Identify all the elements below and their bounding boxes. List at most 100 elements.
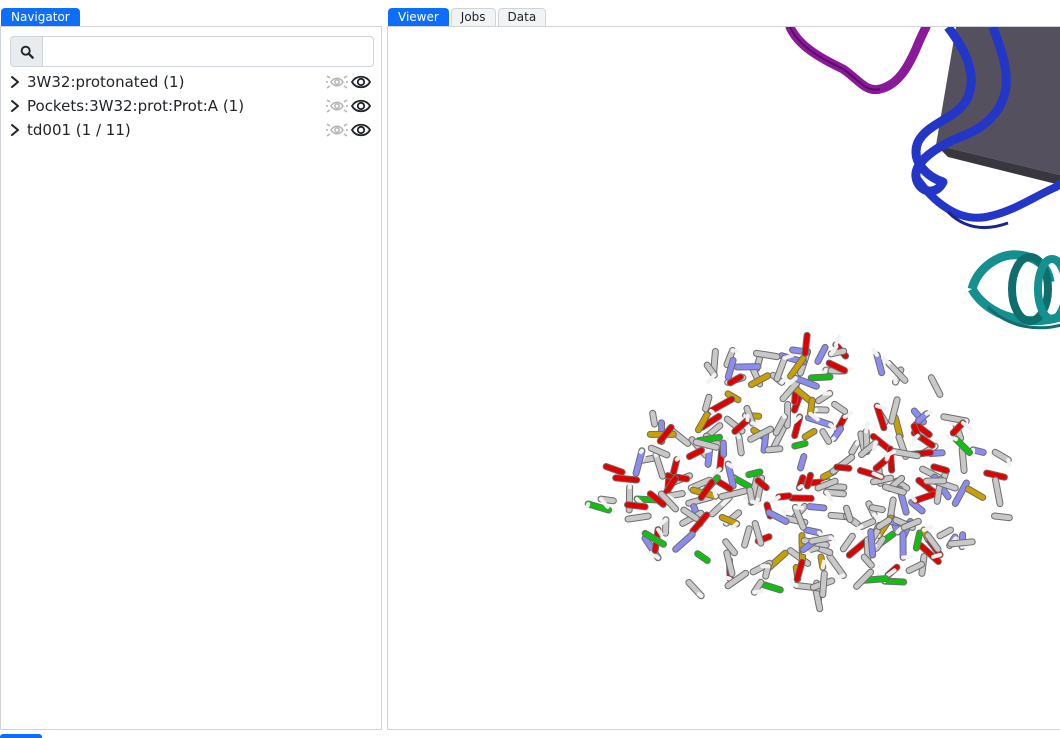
hydrogen-stick	[895, 527, 902, 535]
hydrogen-stick	[599, 497, 610, 509]
bond-stick	[809, 535, 834, 544]
bond-stick	[834, 464, 852, 471]
tree-item-td001[interactable]: td001 (1 / 11)	[1, 118, 381, 142]
hydrogen-stick	[872, 440, 878, 452]
navigator-panel: 3W32:protonated (1) Pockets:3W32:prot:Pr…	[0, 26, 382, 730]
bond-stick	[724, 550, 735, 577]
tab-jobs[interactable]: Jobs	[450, 8, 496, 27]
protein-ribbon-purple-edge	[789, 27, 881, 91]
bond-stick	[913, 421, 932, 438]
bond-stick	[815, 478, 838, 491]
tree-item-protonated[interactable]: 3W32:protonated (1)	[1, 70, 381, 94]
bond-stick	[826, 360, 847, 373]
bond-stick	[804, 472, 813, 489]
tree-item-pockets[interactable]: Pockets:3W32:prot:Prot:A (1)	[1, 94, 381, 118]
tab-viewer[interactable]: Viewer	[388, 8, 449, 27]
bond-stick	[794, 559, 805, 582]
viewer-tabbar: Viewer Jobs Data	[388, 0, 547, 27]
bond-stick	[846, 538, 869, 558]
hydrogen-stick	[750, 499, 762, 506]
bond-stick	[874, 403, 887, 431]
hydrogen-stick	[706, 373, 717, 384]
bond-stick	[959, 446, 967, 473]
bond-stick	[798, 454, 807, 471]
hydrogen-stick	[881, 355, 891, 366]
hydrogen-stick	[833, 573, 846, 581]
bond-stick	[765, 446, 783, 453]
bond-stick	[673, 531, 695, 552]
bond-stick	[952, 480, 969, 506]
bond-stick	[793, 386, 814, 404]
bond-stick	[792, 504, 806, 530]
hide-others-icon[interactable]	[325, 97, 349, 115]
search-button[interactable]	[10, 36, 42, 67]
bond-stick	[992, 513, 1012, 521]
hydrogen-stick	[797, 484, 804, 490]
search-input[interactable]	[42, 36, 374, 67]
hydrogen-stick	[703, 448, 712, 454]
bond-stick	[807, 397, 815, 417]
hydrogen-stick	[924, 410, 933, 416]
hydrogen-stick	[730, 521, 739, 530]
bond-stick	[658, 491, 678, 512]
bond-stick	[681, 507, 699, 521]
bond-stick	[742, 526, 752, 548]
bond-stick	[820, 571, 827, 598]
hydrogen-stick	[921, 525, 934, 533]
bond-stick	[603, 464, 625, 475]
hydrogen-stick	[960, 420, 973, 431]
bond-stick	[752, 521, 764, 546]
bond-stick	[732, 417, 750, 434]
molecule-viewer[interactable]	[387, 26, 1060, 730]
hydrogen-stick	[947, 420, 958, 426]
bond-stick	[744, 405, 755, 426]
chevron-right-icon[interactable]	[8, 99, 22, 113]
protein-ribbon-blue-loop	[912, 174, 1060, 222]
tree-item-label: td001 (1 / 11)	[27, 121, 131, 139]
bond-stick	[625, 513, 651, 522]
bond-stick	[585, 501, 612, 513]
tab-data[interactable]: Data	[497, 8, 547, 27]
navigator-tree: 3W32:protonated (1) Pockets:3W32:prot:Pr…	[1, 70, 381, 142]
protein-helix-teal	[967, 250, 1060, 330]
bond-stick	[840, 533, 855, 552]
bond-stick	[937, 527, 954, 539]
eye-icon[interactable]	[349, 73, 373, 91]
hide-others-icon[interactable]	[325, 121, 349, 139]
bond-stick	[761, 582, 783, 593]
hide-others-icon[interactable]	[325, 73, 349, 91]
bond-stick	[671, 457, 680, 475]
hydrogen-stick	[901, 554, 913, 560]
hydrogen-stick	[871, 471, 884, 479]
bond-stick	[874, 352, 885, 376]
chevron-right-icon[interactable]	[8, 123, 22, 137]
bond-stick	[662, 476, 678, 497]
bond-stick	[650, 410, 658, 427]
eye-icon[interactable]	[349, 97, 373, 115]
protein-ribbon-blue-loop2	[946, 210, 1009, 229]
hydrogen-stick	[855, 524, 864, 531]
bond-stick	[705, 447, 713, 467]
tree-item-label: 3W32:protonated (1)	[27, 73, 185, 91]
bond-stick	[912, 491, 937, 504]
bond-stick	[686, 447, 704, 460]
bottom-tab-indicator[interactable]	[0, 734, 42, 738]
molecule-canvas[interactable]	[388, 27, 1060, 730]
bond-stick	[803, 527, 822, 536]
bond-stick	[727, 374, 743, 386]
bond-stick	[802, 332, 810, 356]
tab-navigator[interactable]: Navigator	[1, 8, 80, 27]
hydrogen-stick	[875, 404, 887, 411]
bond-stick	[753, 350, 780, 360]
hydrogen-stick	[725, 575, 733, 581]
bond-stick	[725, 461, 736, 489]
hydrogen-stick	[824, 490, 834, 502]
bond-stick	[984, 470, 1007, 480]
bond-stick	[813, 586, 823, 612]
hydrogen-stick	[769, 495, 781, 504]
eye-icon[interactable]	[349, 121, 373, 139]
hydrogen-stick	[828, 535, 837, 542]
chevron-right-icon[interactable]	[8, 75, 22, 89]
bond-stick	[698, 479, 715, 501]
hydrogen-stick	[885, 568, 897, 578]
